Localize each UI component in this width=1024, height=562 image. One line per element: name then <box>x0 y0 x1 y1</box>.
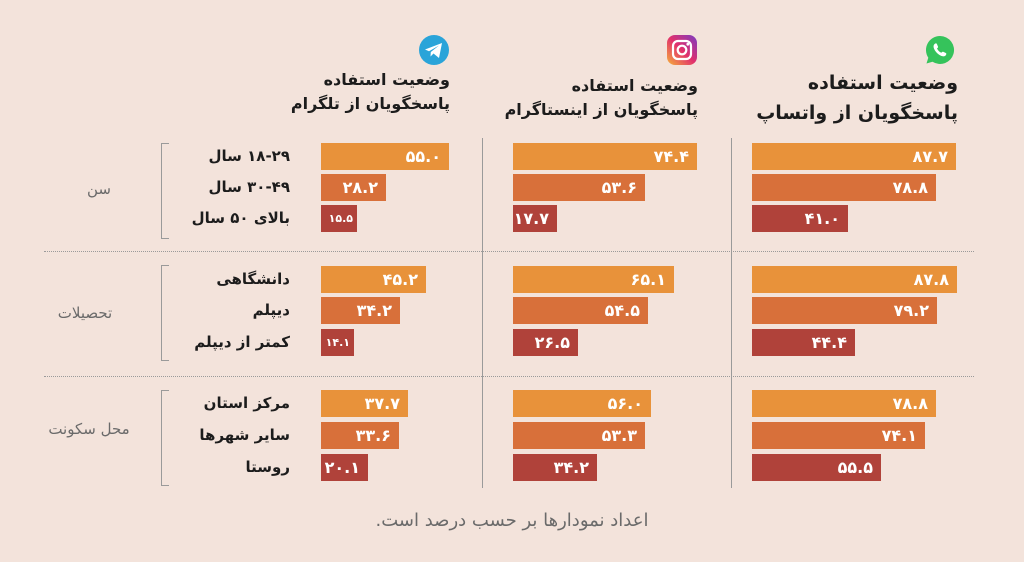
group-bracket-residence-bottom <box>161 485 169 486</box>
bar-instagram: ۵۶.۰ <box>513 390 651 417</box>
header-instagram-line1: وضعیت استفاده <box>571 76 698 95</box>
row-label: بالای ۵۰ سال <box>191 209 290 227</box>
telegram-icon <box>418 34 450 66</box>
bar-telegram: ۳۷.۷ <box>321 390 408 417</box>
bar-whatsapp: ۷۸.۸ <box>752 390 936 417</box>
column-divider-left <box>482 138 483 488</box>
header-telegram-line2: پاسخگویان از تلگرام <box>290 94 450 113</box>
group-bracket-age-bottom <box>161 238 169 239</box>
bar-instagram: ۳۴.۲ <box>513 454 597 481</box>
group-bracket-age <box>161 143 162 238</box>
whatsapp-icon <box>924 34 956 66</box>
group-bracket-residence <box>161 390 162 485</box>
group-label-education: تحصیلات <box>57 304 113 322</box>
row-label: کمتر از دیپلم <box>194 333 290 351</box>
bar-telegram: ۲۰.۱ <box>321 454 368 481</box>
header-whatsapp-line1: وضعیت استفاده <box>807 72 958 94</box>
row-label: ۳۰-۴۹ سال <box>208 178 290 196</box>
bar-telegram: ۱۵.۵ <box>321 205 357 232</box>
bar-telegram: ۵۵.۰ <box>321 143 449 170</box>
bar-instagram: ۱۷.۷ <box>513 205 557 232</box>
group-separator-1 <box>44 251 974 252</box>
bar-whatsapp: ۴۴.۴ <box>752 329 855 356</box>
bar-instagram: ۶۵.۱ <box>513 266 674 293</box>
bar-instagram: ۷۴.۴ <box>513 143 697 170</box>
row-label: روستا <box>245 458 290 476</box>
group-separator-2 <box>44 376 974 377</box>
bar-whatsapp: ۷۴.۱ <box>752 422 925 449</box>
bar-telegram: ۳۴.۲ <box>321 297 400 324</box>
header-telegram-line1: وضعیت استفاده <box>323 70 450 89</box>
bar-instagram: ۵۳.۶ <box>513 174 645 201</box>
group-bracket-education-top <box>161 265 169 266</box>
group-bracket-education <box>161 265 162 360</box>
footnote: اعداد نمودارها بر حسب درصد است. <box>375 510 649 531</box>
header-instagram-line2: پاسخگویان از اینستاگرام <box>504 100 698 119</box>
header-instagram: وضعیت استفاده پاسخگویان از اینستاگرام <box>505 74 698 122</box>
bar-whatsapp: ۷۸.۸ <box>752 174 936 201</box>
group-bracket-residence-top <box>161 390 169 391</box>
row-label: مرکز استان <box>203 394 290 412</box>
group-bracket-education-bottom <box>161 360 169 361</box>
bar-whatsapp: ۸۷.۸ <box>752 266 957 293</box>
bar-instagram: ۵۴.۵ <box>513 297 648 324</box>
header-whatsapp: وضعیت استفاده پاسخگویان از واتساپ <box>756 68 958 128</box>
bar-whatsapp: ۵۵.۵ <box>752 454 881 481</box>
bar-telegram: ۱۴.۱ <box>321 329 354 356</box>
header-telegram: وضعیت استفاده پاسخگویان از تلگرام <box>291 68 450 116</box>
bar-telegram: ۲۸.۲ <box>321 174 386 201</box>
row-label: ۱۸-۲۹ سال <box>208 147 290 165</box>
row-label: دیپلم <box>252 301 290 319</box>
group-bracket-age-top <box>161 143 169 144</box>
bar-instagram: ۲۶.۵ <box>513 329 578 356</box>
header-whatsapp-line2: پاسخگویان از واتساپ <box>756 102 958 124</box>
bar-whatsapp: ۸۷.۷ <box>752 143 956 170</box>
row-label: سایر شهرها <box>199 426 290 444</box>
bar-instagram: ۵۳.۳ <box>513 422 645 449</box>
bar-whatsapp: ۷۹.۲ <box>752 297 937 324</box>
group-label-residence: محل سکونت <box>48 420 130 438</box>
row-label: دانشگاهی <box>216 270 290 288</box>
bar-telegram: ۴۵.۲ <box>321 266 426 293</box>
instagram-icon <box>666 34 698 66</box>
column-divider-right <box>731 138 732 488</box>
bar-whatsapp: ۴۱.۰ <box>752 205 848 232</box>
bar-telegram: ۳۳.۶ <box>321 422 399 449</box>
group-label-age: سن <box>87 180 111 198</box>
